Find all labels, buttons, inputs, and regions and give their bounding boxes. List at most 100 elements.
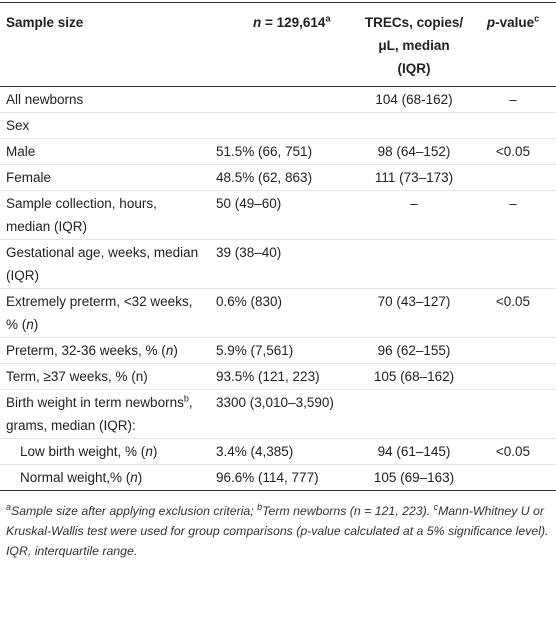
table-cell (470, 465, 556, 491)
table-cell (470, 240, 556, 289)
table-cell: All newborns (0, 87, 208, 113)
table-cell: – (470, 87, 556, 113)
text-run: Term newborns (n = 121, 223). (262, 504, 434, 518)
text-run: Term, ≥37 weeks, % (n) (6, 369, 148, 384)
table-row: Normal weight,% (n) 96.6% (114, 777) 105 (… (0, 465, 556, 491)
table-cell (358, 390, 470, 439)
table-cell (358, 240, 470, 289)
text-run: 5.9% (7,561) (216, 343, 294, 358)
superscript: b (257, 501, 263, 512)
table-cell: Sample collection, hours, median (IQR) (0, 191, 208, 240)
table-row: Low birth weight, % (n) 3.4% (4,385) 94 (6… (0, 439, 556, 465)
table-cell: 94 (61–145) (358, 439, 470, 465)
text-run: Gestational age, weeks, median (IQR) (6, 245, 199, 283)
header-cell: Sample size (0, 3, 208, 87)
table-cell (470, 390, 556, 439)
table-cell: 105 (68–162) (358, 364, 470, 390)
table-cell: Sex (0, 113, 208, 139)
table-cell: <0.05 (470, 439, 556, 465)
italic-run: n (165, 343, 174, 358)
text-run: – (509, 196, 517, 211)
text-run: Female (6, 170, 52, 185)
table-cell: Birth weight in term newbornsb, grams, m… (0, 390, 208, 439)
text-run: Low birth weight, % ( (20, 444, 146, 459)
table-cell: 3.4% (4,385) (208, 439, 358, 465)
superscript: a (6, 501, 12, 512)
table-cell: 111 (73–173) (358, 165, 470, 191)
table-cell (470, 364, 556, 390)
table-body: All newborns 104 (68-162) – Sex Male 51.5% (6… (0, 87, 556, 491)
table-cell: 3300 (3,010–3,590) (208, 390, 358, 439)
text-run: <0.05 (495, 294, 531, 309)
header-row: Sample size n = 129,614a TRECs, copies/μL,… (0, 2, 556, 87)
italic-run: n (130, 470, 138, 485)
table-cell: Term, ≥37 weeks, % (n) (0, 364, 208, 390)
text-run: = 129,614 (261, 15, 326, 30)
text-run: Male (6, 144, 36, 159)
table-cell (208, 113, 358, 139)
table-cell: – (470, 191, 556, 240)
text-run: 51.5% (66, 751) (216, 144, 313, 159)
text-run: 3300 (3,010–3,590) (216, 395, 334, 410)
table-cell: 98 (64–152) (358, 139, 470, 165)
italic-run: p (486, 15, 496, 30)
table-cell: 93.5% (121, 223) (208, 364, 358, 390)
text-run: Mann-Whitney U or Kruskal-Wallis test we… (6, 504, 549, 558)
text-run: 96 (62–155) (377, 343, 451, 358)
text-run: Preterm, 32-36 weeks, % ( (6, 343, 166, 358)
table-cell: <0.05 (470, 289, 556, 338)
text-run: – (410, 196, 418, 211)
text-run: 50 (49–60) (216, 196, 282, 211)
table-cell: Gestational age, weeks, median (IQR) (0, 240, 208, 289)
table-cell: – (358, 191, 470, 240)
text-run: 96.6% (114, 777) (216, 470, 319, 485)
header-cell: n = 129,614a (208, 3, 358, 87)
text-run: 48.5% (62, 863) (216, 170, 313, 185)
table-cell: 5.9% (7,561) (208, 338, 358, 364)
table-cell (470, 338, 556, 364)
table-row: Birth weight in term newbornsb, grams, m… (0, 390, 556, 439)
table-row: All newborns 104 (68-162) – (0, 87, 556, 113)
text-run: – (509, 92, 517, 107)
table-cell: Normal weight,% (n) (0, 465, 208, 491)
text-run: 3.4% (4,385) (216, 444, 294, 459)
text-run: 70 (43–127) (377, 294, 451, 309)
table-cell: 39 (38–40) (208, 240, 358, 289)
table-cell: 104 (68-162) (358, 87, 470, 113)
table-row: Extremely preterm, <32 weeks, % (n) 0.6% … (0, 289, 556, 338)
text-run: ) (173, 343, 178, 358)
table-cell: 105 (69–163) (358, 465, 470, 491)
table-cell (208, 87, 358, 113)
header-cell: p-valuec (470, 3, 556, 87)
table-cell (358, 113, 470, 139)
text-run: 105 (69–163) (373, 470, 455, 485)
superscript: b (183, 393, 189, 404)
header-cell: TRECs, copies/μL, median (IQR) (358, 3, 470, 87)
table-cell: 0.6% (830) (208, 289, 358, 338)
table-cell: 48.5% (62, 863) (208, 165, 358, 191)
text-run: 111 (73–173) (374, 170, 454, 185)
text-run: All newborns (6, 92, 84, 107)
table-row: Female 48.5% (62, 863) 111 (73–173) (0, 165, 556, 191)
table-cell: Preterm, 32-36 weeks, % (n) (0, 338, 208, 364)
table-row: Male 51.5% (66, 751) 98 (64–152) <0.05 (0, 139, 556, 165)
text-run: ) (137, 470, 143, 485)
table-cell (470, 165, 556, 191)
table-cell: 96.6% (114, 777) (208, 465, 358, 491)
table-row: Preterm, 32-36 weeks, % (n) 5.9% (7,561) 9… (0, 338, 556, 364)
table-cell: 50 (49–60) (208, 191, 358, 240)
text-run: Sample collection, hours, median (IQR) (6, 196, 157, 234)
table-cell: Low birth weight, % (n) (0, 439, 208, 465)
italic-run: n (145, 444, 153, 459)
text-run: Sex (6, 118, 30, 133)
text-run: Normal weight,% ( (20, 470, 131, 485)
table-cell: Extremely preterm, <32 weeks, % (n) (0, 289, 208, 338)
table-cell: 96 (62–155) (358, 338, 470, 364)
superscript: c (433, 501, 439, 512)
table-cell: 70 (43–127) (358, 289, 470, 338)
table-cell: <0.05 (470, 139, 556, 165)
table-row: Sex (0, 113, 556, 139)
superscript: a (325, 13, 331, 24)
